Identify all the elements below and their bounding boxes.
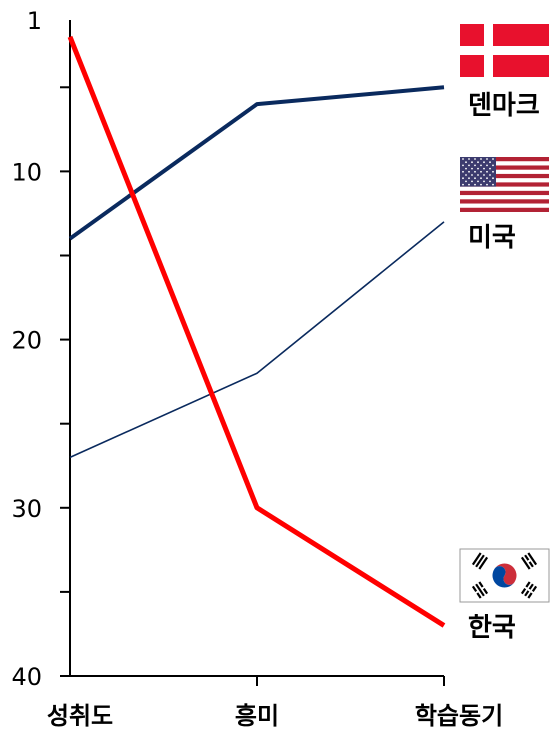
flag-star bbox=[474, 164, 476, 167]
series-line bbox=[68, 85, 445, 241]
flag-star bbox=[489, 174, 491, 176]
flag-star bbox=[465, 161, 467, 164]
y-ticks: 1 10 20 30 40 bbox=[11, 7, 70, 691]
korea-flag bbox=[459, 548, 550, 603]
label-usa: 미국 bbox=[468, 223, 516, 253]
flag-star bbox=[468, 177, 470, 180]
flag-star bbox=[474, 177, 476, 180]
y-tick-label: 1 bbox=[27, 7, 42, 35]
x-category-label: 흥미 bbox=[235, 702, 279, 730]
denmark-flag bbox=[460, 24, 549, 77]
flag-star bbox=[492, 170, 494, 173]
flag-star bbox=[480, 183, 482, 186]
flag-star bbox=[474, 183, 476, 186]
flag-star bbox=[483, 167, 485, 170]
flag-star bbox=[486, 158, 488, 160]
x-category-label: 학습동기 bbox=[415, 702, 503, 730]
flag-star bbox=[468, 170, 470, 173]
y-tick-label: 20 bbox=[11, 327, 42, 355]
series-line bbox=[69, 221, 445, 459]
flag-star bbox=[477, 180, 479, 183]
flag-star bbox=[486, 170, 488, 173]
axes bbox=[69, 20, 444, 677]
flag-star bbox=[465, 180, 467, 183]
flag-star bbox=[462, 183, 464, 186]
flag-star bbox=[471, 161, 473, 164]
flag-star bbox=[492, 183, 494, 186]
flag-star bbox=[483, 180, 485, 183]
label-denmark: 덴마크 bbox=[468, 91, 540, 121]
flag-star bbox=[474, 170, 476, 173]
flag-star bbox=[468, 183, 470, 186]
flag-star bbox=[492, 164, 494, 167]
flag-star bbox=[486, 183, 488, 186]
series-line bbox=[67, 35, 446, 628]
flag-star bbox=[462, 170, 464, 173]
y-tick-label: 40 bbox=[11, 663, 42, 691]
flag-star bbox=[471, 167, 473, 170]
series-lines bbox=[67, 35, 446, 628]
flag-star bbox=[480, 170, 482, 173]
flag-star bbox=[462, 158, 464, 160]
x-ticks: 성취도 흥미 학습동기 bbox=[47, 676, 503, 730]
flag-star bbox=[468, 158, 470, 160]
flag-star bbox=[492, 177, 494, 180]
flag-star bbox=[489, 167, 491, 170]
flag-star bbox=[480, 158, 482, 160]
flag-star bbox=[471, 174, 473, 176]
flag-star bbox=[477, 167, 479, 170]
flag-star bbox=[462, 164, 464, 167]
flag-star bbox=[489, 180, 491, 183]
flag-star bbox=[486, 177, 488, 180]
flag-star bbox=[465, 167, 467, 170]
flag-star bbox=[477, 174, 479, 176]
flag-star bbox=[483, 174, 485, 176]
flag-star bbox=[465, 174, 467, 176]
flag-star bbox=[486, 164, 488, 167]
flag-star bbox=[480, 177, 482, 180]
flag-star bbox=[477, 161, 479, 164]
flag-star bbox=[480, 164, 482, 167]
flag-star bbox=[462, 177, 464, 180]
flag-star bbox=[474, 158, 476, 160]
x-category-label: 성취도 bbox=[47, 702, 113, 730]
flag-star bbox=[468, 164, 470, 167]
flag-star bbox=[471, 180, 473, 183]
usa-flag bbox=[460, 157, 549, 212]
y-tick-label: 30 bbox=[11, 495, 42, 523]
y-tick-label: 10 bbox=[11, 158, 42, 186]
label-korea: 한국 bbox=[468, 613, 516, 643]
flag-star bbox=[492, 158, 494, 160]
flag-star bbox=[489, 161, 491, 164]
flag-star bbox=[483, 161, 485, 164]
